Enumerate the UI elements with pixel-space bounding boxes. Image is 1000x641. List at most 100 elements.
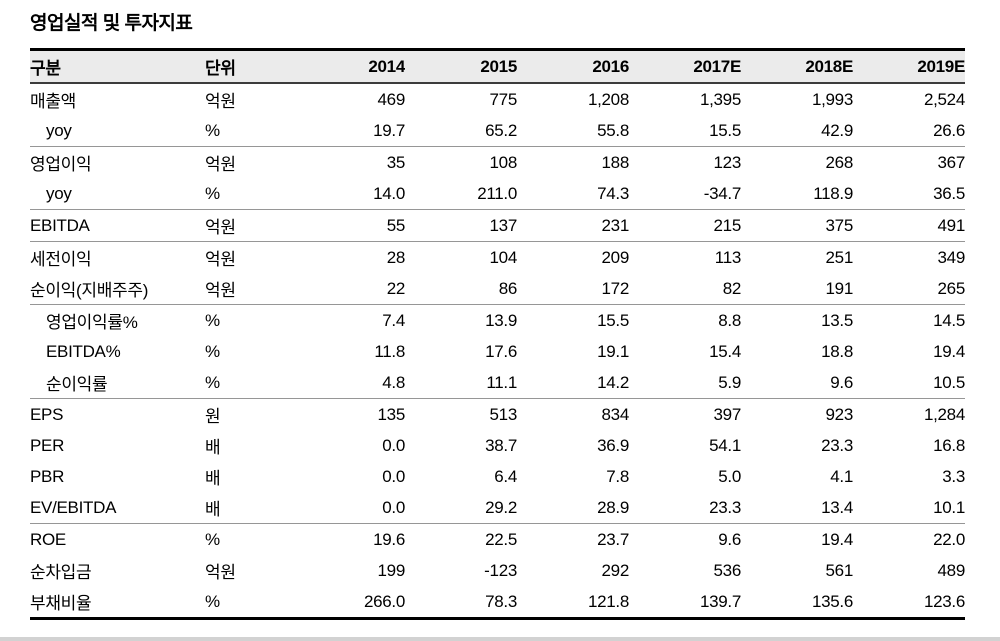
value-cell: 923 xyxy=(825,404,853,424)
value-cell: 13.5 xyxy=(821,310,853,330)
row-label-cell: 순차입금 xyxy=(30,563,92,582)
table-row: PBR 배 0.0 6.4 7.8 5.0 4.1 3.3 xyxy=(30,461,965,492)
value-cell: 55 xyxy=(386,215,405,235)
value-cell: 23.3 xyxy=(709,497,741,517)
column-header: 2018E xyxy=(805,56,853,76)
row-unit-cell: % xyxy=(205,341,220,361)
table-row: 영업이익률%% 7.4 13.9 15.5 8.8 13.5 14.5 xyxy=(30,304,965,337)
row-label-cell: 순이익률 xyxy=(46,375,108,394)
value-cell: 11.1 xyxy=(486,372,517,392)
value-cell: 2,524 xyxy=(923,89,965,109)
column-header: 2015 xyxy=(480,56,517,76)
table-row: 순차입금 억원 199 -123 292 536 561 489 xyxy=(30,555,965,586)
table-row: EBITDA%% 11.8 17.6 19.1 15.4 18.8 19.4 xyxy=(30,336,965,367)
row-unit-cell: 배 xyxy=(205,438,221,457)
value-cell: 5.0 xyxy=(718,466,741,486)
value-cell: 4.8 xyxy=(382,372,405,392)
value-cell: 8.8 xyxy=(718,310,741,330)
table-row: ROE% 19.6 22.5 23.7 9.6 19.4 22.0 xyxy=(30,523,965,556)
value-cell: -34.7 xyxy=(703,183,741,203)
value-cell: 78.3 xyxy=(485,591,517,611)
value-cell: 19.1 xyxy=(597,341,629,361)
value-cell: 5.9 xyxy=(718,372,741,392)
row-label-cell: 영업이익률% xyxy=(46,313,138,332)
row-unit-cell: 억원 xyxy=(205,218,236,237)
value-cell: 123 xyxy=(713,152,741,172)
value-cell: 14.0 xyxy=(373,183,405,203)
row-label-cell: yoy xyxy=(46,183,72,203)
table-row: EPS 원 135 513 834 397 923 1,284 xyxy=(30,398,965,431)
value-cell: 15.5 xyxy=(709,120,741,140)
column-header: 2019E xyxy=(917,56,965,76)
value-cell: 16.8 xyxy=(933,435,965,455)
value-cell: 9.6 xyxy=(830,372,853,392)
value-cell: 74.3 xyxy=(597,183,629,203)
value-cell: 28.9 xyxy=(597,497,629,517)
value-cell: 23.7 xyxy=(597,529,629,549)
next-section-edge xyxy=(0,637,1000,641)
value-cell: 292 xyxy=(601,560,629,580)
value-cell: 14.5 xyxy=(933,310,965,330)
row-label-cell: EBITDA xyxy=(30,215,90,235)
table-row: 세전이익 억원 28 104 209 113 251 349 xyxy=(30,241,965,274)
value-cell: 86 xyxy=(498,278,517,298)
value-cell: 123.6 xyxy=(923,591,965,611)
row-unit-cell: 원 xyxy=(205,407,221,426)
value-cell: 14.2 xyxy=(597,372,629,392)
financial-table: 구분 단위 2014 2015 2016 2017E 2018E 2019E 매출액 억원 469… xyxy=(30,48,965,620)
row-unit-cell: 억원 xyxy=(205,563,236,582)
value-cell: 834 xyxy=(601,404,629,424)
value-cell: 209 xyxy=(601,247,629,267)
value-cell: 121.8 xyxy=(587,591,629,611)
value-cell: 469 xyxy=(377,89,405,109)
row-unit-cell: % xyxy=(205,591,220,611)
table-row: 순이익(지배주주) 억원 22 86 172 82 191 265 xyxy=(30,273,965,305)
table-row: EBITDA 억원 55 137 231 215 375 491 xyxy=(30,209,965,242)
value-cell: 191 xyxy=(825,278,853,298)
value-cell: 29.2 xyxy=(485,497,517,517)
value-cell: 491 xyxy=(937,215,965,235)
value-cell: 10.5 xyxy=(933,372,965,392)
value-cell: 6.4 xyxy=(494,466,517,486)
value-cell: 19.6 xyxy=(373,529,405,549)
value-cell: 215 xyxy=(713,215,741,235)
value-cell: -123 xyxy=(484,560,517,580)
value-cell: 113 xyxy=(714,247,741,267)
table-row: yoy% 14.0 211.0 74.3 -34.7 118.9 36.5 xyxy=(30,178,965,210)
value-cell: 82 xyxy=(722,278,741,298)
value-cell: 231 xyxy=(601,215,629,235)
value-cell: 513 xyxy=(489,404,517,424)
value-cell: 4.1 xyxy=(830,466,853,486)
value-cell: 15.5 xyxy=(597,310,629,330)
value-cell: 1,993 xyxy=(811,89,853,109)
column-header: 2014 xyxy=(368,56,405,76)
value-cell: 118.9 xyxy=(813,183,853,203)
value-cell: 268 xyxy=(825,152,853,172)
value-cell: 211.0 xyxy=(477,183,517,203)
value-cell: 19.4 xyxy=(821,529,853,549)
value-cell: 19.7 xyxy=(373,120,405,140)
row-label-cell: EPS xyxy=(30,404,64,424)
column-header: 구분 xyxy=(30,59,61,78)
column-header: 2017E xyxy=(693,56,741,76)
value-cell: 0.0 xyxy=(382,497,405,517)
value-cell: 22 xyxy=(386,278,405,298)
value-cell: 13.9 xyxy=(485,310,517,330)
row-unit-cell: % xyxy=(205,529,220,549)
row-unit-cell: 배 xyxy=(205,500,221,519)
value-cell: 104 xyxy=(489,247,517,267)
value-cell: 775 xyxy=(489,89,517,109)
value-cell: 137 xyxy=(489,215,517,235)
value-cell: 1,208 xyxy=(587,89,629,109)
row-unit-cell: % xyxy=(205,183,220,203)
value-cell: 35 xyxy=(386,152,405,172)
value-cell: 489 xyxy=(937,560,965,580)
value-cell: 561 xyxy=(825,560,853,580)
value-cell: 265 xyxy=(937,278,965,298)
value-cell: 7.4 xyxy=(382,310,405,330)
value-cell: 36.9 xyxy=(597,435,629,455)
value-cell: 10.1 xyxy=(933,497,965,517)
table-row: PER 배 0.0 38.7 36.9 54.1 23.3 16.8 xyxy=(30,430,965,461)
value-cell: 188 xyxy=(601,152,629,172)
